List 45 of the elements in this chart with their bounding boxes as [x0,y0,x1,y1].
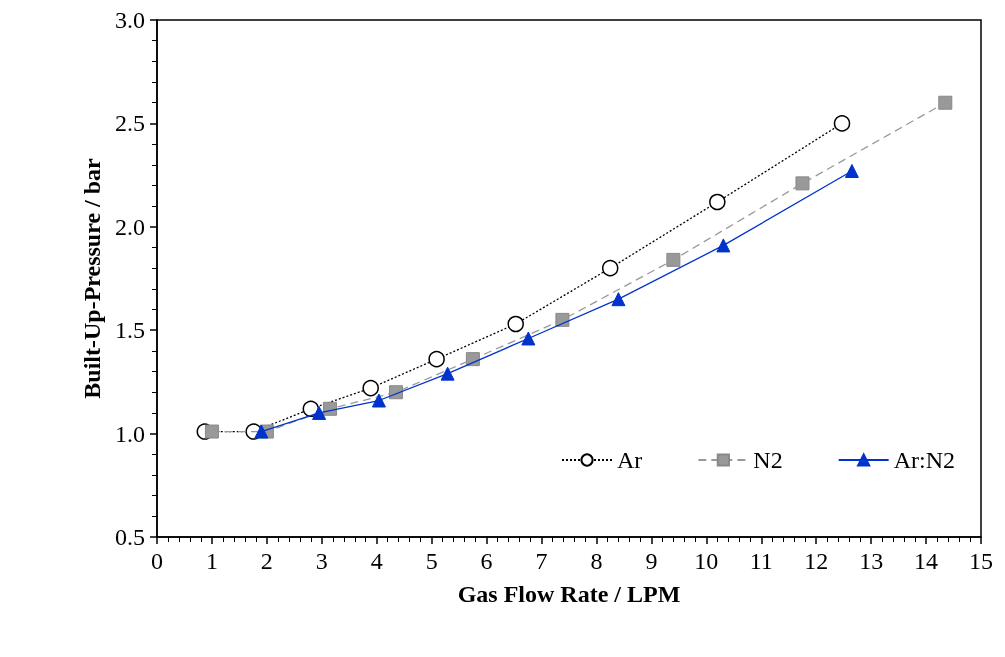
point [666,252,681,267]
x-tick-label: 1 [205,548,218,574]
y-axis-title: Built-Up-Pressure / bar [79,157,106,399]
point [709,193,726,211]
point [833,115,851,132]
y-tick-label: 1.5 [115,317,145,344]
point [521,331,536,346]
point [938,95,953,110]
y-tick-label: 0.5 [115,524,145,550]
point [716,238,731,253]
point [362,379,379,397]
legend-label: Ar:N2 [893,447,955,473]
x-axis-title: Gas Flow Rate / LPM [457,581,681,607]
x-tick-label: 11 [749,548,773,574]
x-tick-label: 4 [370,548,383,574]
x-tick-label: 13 [859,548,884,574]
x-tick-label: 2 [260,548,273,574]
point [254,424,269,439]
y-tick-label: 2.5 [115,110,145,137]
point [428,350,445,368]
legend-label: N2 [753,447,783,473]
point [312,405,327,420]
x-tick-label: 9 [645,548,658,574]
x-tick-label: 12 [804,548,829,574]
y-tick-label: 3.0 [115,7,145,33]
x-tick-label: 0 [151,548,163,574]
y-tick-label: 1.0 [115,420,145,447]
point [795,176,810,191]
point [601,259,619,277]
x-tick-label: 15 [969,548,993,574]
x-tick-label: 10 [694,548,719,574]
point [507,315,524,333]
x-tick-label: 3 [315,548,328,574]
legend-label: Ar [617,447,643,473]
x-tick-label: 5 [425,548,438,574]
point [371,393,386,408]
x-tick-label: 14 [914,548,939,574]
point [611,292,626,307]
x-tick-label: 6 [480,548,493,574]
x-tick-label: 8 [590,548,603,574]
point [844,163,859,178]
x-tick-label: 7 [535,548,548,574]
point [440,366,455,381]
y-tick-label: 2.0 [115,213,145,240]
point [204,424,219,439]
